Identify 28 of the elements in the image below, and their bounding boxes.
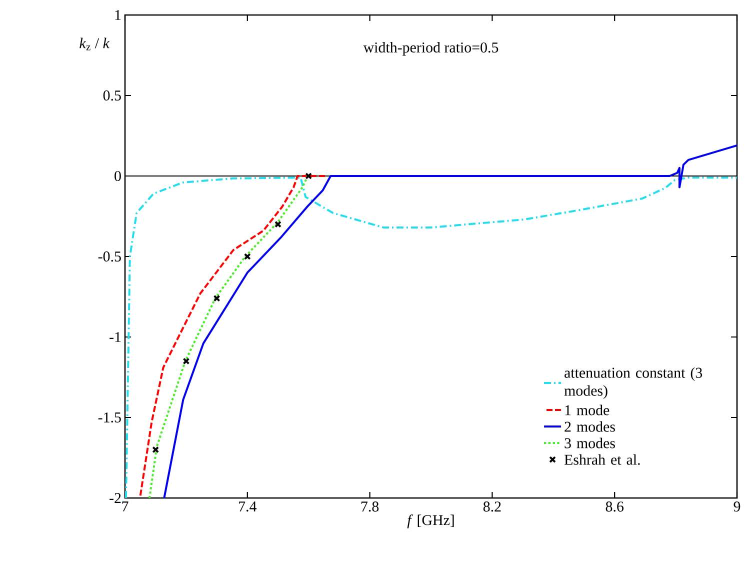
x-tick-label: 9 [734, 502, 740, 512]
y-tick-label: 0 [114, 170, 121, 182]
legend-label: 3 modes [564, 438, 615, 448]
legend-label: 1 mode [565, 404, 610, 416]
x-tick-label: 8.6 [606, 502, 624, 512]
x-tick-label: 7.4 [239, 502, 257, 512]
y-tick-label: -1 [110, 332, 121, 342]
point [213, 294, 220, 302]
point [274, 220, 282, 228]
x-tick-label: 7.8 [361, 502, 379, 512]
legend-label: Eshrah et al. [564, 454, 640, 465]
point [244, 253, 251, 260]
point [182, 358, 190, 365]
legend-label: attenuation constant (3 modes) [564, 367, 702, 399]
x-tick-label: 7 [122, 502, 128, 512]
x-axis-title: f [GHz] [407, 514, 454, 528]
line-series [148, 174, 309, 499]
y-tick-label: 1 [115, 10, 121, 20]
y-tick-label: -2 [110, 493, 121, 503]
y-tick-label: -0.5 [98, 251, 121, 262]
x-tick-label: 8.2 [483, 502, 501, 512]
legend-label: 2 modes [564, 421, 615, 432]
y-axis-title: k$_{z}$ / k [80, 38, 110, 50]
annotation: width-period ratio=0.5 [363, 42, 498, 56]
point [152, 446, 160, 454]
y-tick-label: 0.5 [103, 90, 121, 101]
y-tick-label: -1.5 [98, 412, 121, 423]
point [305, 172, 312, 180]
